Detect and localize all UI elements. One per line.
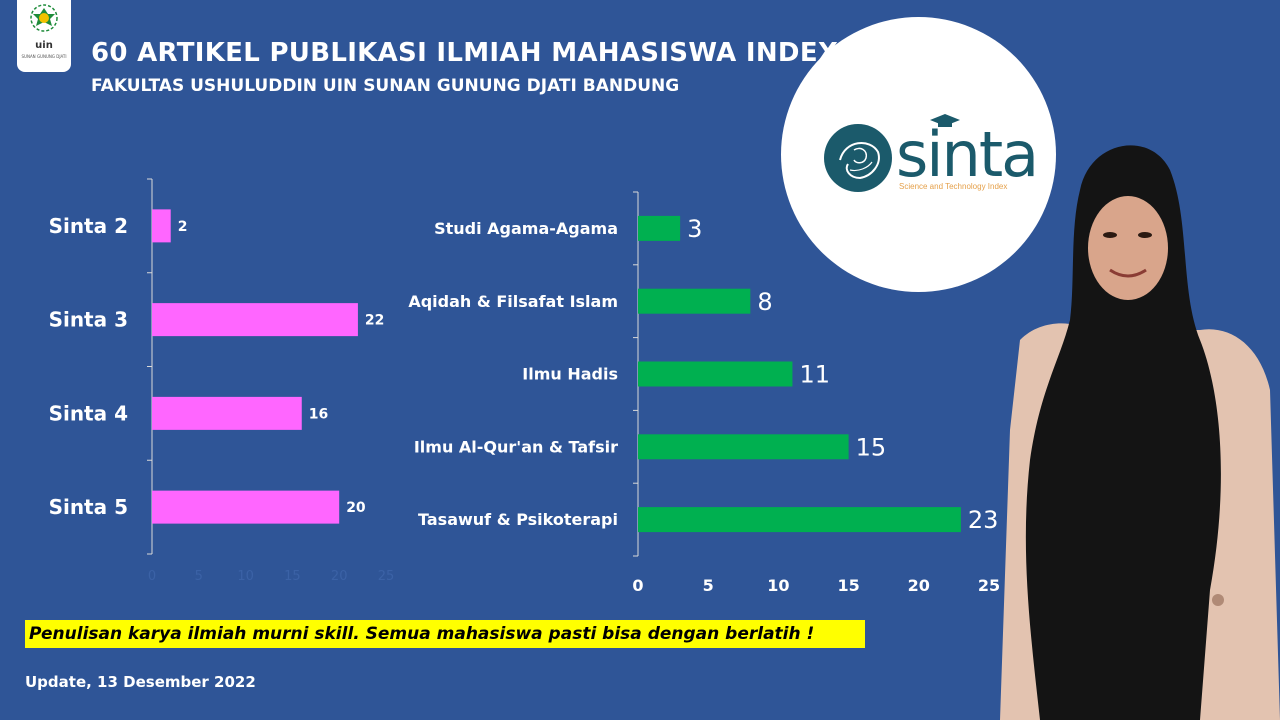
- student-photo: [1000, 145, 1280, 720]
- category-label: Studi Agama-Agama: [434, 219, 618, 238]
- logo-subtext: SUNAN GUNUNG DJATI: [21, 54, 67, 59]
- logo-text: uin: [35, 40, 53, 51]
- category-label: Tasawuf & Psikoterapi: [418, 510, 618, 529]
- category-label: Sinta 4: [49, 401, 128, 425]
- x-tick-label: 20: [331, 569, 348, 584]
- bar-3: [638, 361, 793, 387]
- data-label: 16: [309, 406, 328, 422]
- bar-5: [638, 507, 961, 533]
- x-tick-label: 0: [632, 576, 643, 595]
- bar-2: [638, 288, 751, 314]
- bar-1: [152, 209, 171, 243]
- update-date: Update, 13 Desember 2022: [25, 673, 256, 691]
- x-tick-label: 20: [908, 576, 930, 595]
- bar-3: [152, 396, 302, 430]
- page-title: 60 ARTIKEL PUBLIKASI ILMIAH MAHASISWA IN…: [91, 38, 936, 68]
- data-label: 8: [757, 288, 772, 316]
- sinta-wordmark: sinta: [896, 118, 1039, 191]
- x-tick-label: 10: [237, 569, 254, 584]
- data-label: 11: [799, 361, 830, 389]
- page-subtitle: FAKULTAS USHULUDDIN UIN SUNAN GUNUNG DJA…: [91, 76, 680, 96]
- x-tick-label: 5: [703, 576, 714, 595]
- x-tick-label: 10: [767, 576, 789, 595]
- category-label: Ilmu Hadis: [522, 365, 618, 384]
- data-label: 15: [856, 433, 887, 461]
- data-label: 2: [178, 219, 188, 235]
- category-label: Aqidah & Filsafat Islam: [408, 292, 618, 311]
- uin-logo: uin SUNAN GUNUNG DJATI: [17, 0, 71, 72]
- category-label: Sinta 3: [49, 308, 128, 332]
- x-tick-label: 25: [978, 576, 1000, 595]
- motivation-banner: Penulisan karya ilmiah murni skill. Semu…: [25, 620, 865, 648]
- data-label: 3: [687, 215, 702, 243]
- category-label: Sinta 5: [49, 495, 128, 519]
- sinta-level-chart: Sinta 2 2 Sinta 3 22 Sinta 4 16 Sinta 5 20 0 5 10 1…: [49, 178, 395, 584]
- x-tick-label: 0: [148, 569, 156, 584]
- bar-4: [638, 434, 849, 460]
- data-label: 23: [968, 506, 999, 534]
- x-tick-label: 15: [284, 569, 301, 584]
- uin-emblem-icon: [30, 4, 58, 32]
- graduation-cap-icon: [930, 114, 960, 127]
- x-tick-label: 5: [195, 569, 203, 584]
- bar-4: [152, 490, 340, 524]
- department-chart: Studi Agama-Agama 3 Aqidah & Filsafat Isla…: [408, 191, 1000, 595]
- x-tick-label: 15: [837, 576, 859, 595]
- sinta-tagline: Science and Technology Index: [899, 182, 1008, 191]
- x-tick-label: 25: [378, 569, 395, 584]
- bar-2: [152, 303, 358, 337]
- category-label: Sinta 2: [49, 214, 128, 238]
- sinta-emblem-icon: [824, 124, 892, 192]
- data-label: 22: [365, 313, 384, 329]
- bar-1: [638, 215, 681, 241]
- data-label: 20: [346, 500, 366, 516]
- category-label: Ilmu Al-Qur'an & Tafsir: [414, 437, 618, 456]
